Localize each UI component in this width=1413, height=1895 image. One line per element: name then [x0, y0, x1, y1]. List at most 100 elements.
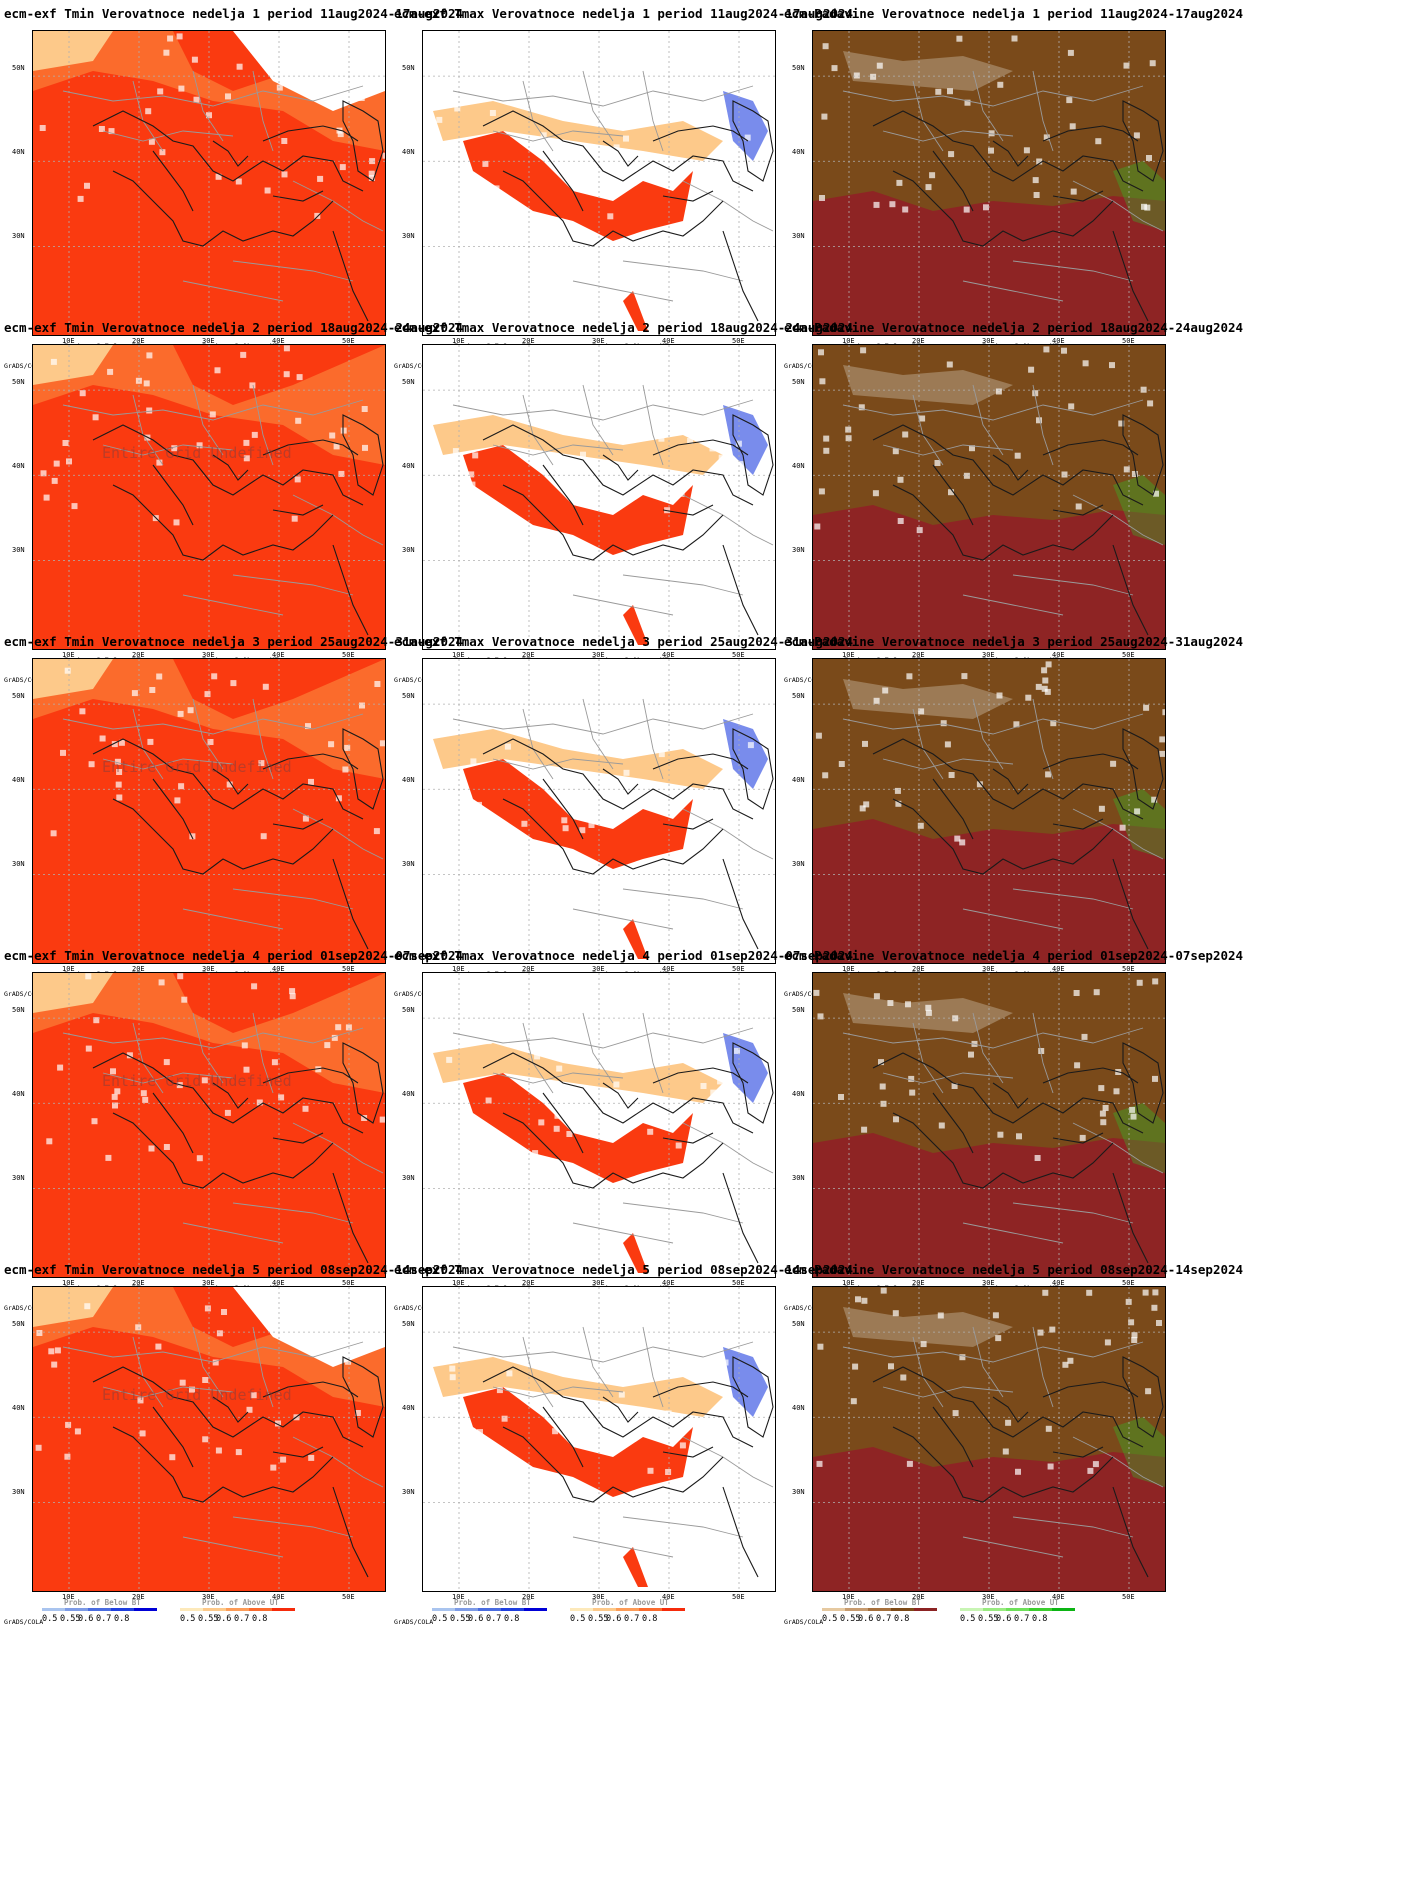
x-axis-label: 40E: [272, 1279, 285, 1287]
colorbar-tick: 0.7: [96, 1614, 112, 1624]
coastline: [602, 454, 639, 481]
country-border: [962, 280, 1064, 302]
country-border: [572, 1222, 674, 1244]
grid-speckle: [756, 402, 762, 409]
undefined-grid-note: Entire Grid Undefined: [102, 1072, 292, 1090]
grid-speckle: [196, 442, 203, 449]
grid-speckle: [461, 81, 467, 88]
grid-speckle: [354, 1410, 361, 1416]
grid-speckle: [706, 704, 713, 711]
grid-speckle: [1011, 35, 1018, 42]
grid-speckle: [179, 1379, 186, 1386]
grid-speckle: [225, 93, 231, 100]
grid-speckle: [48, 1348, 55, 1355]
coastline: [602, 768, 639, 795]
grid-speckle: [956, 35, 963, 42]
grid-speckle: [464, 1468, 471, 1475]
grid-speckle: [896, 179, 903, 186]
grid-speckle: [359, 702, 365, 709]
fill-field: [33, 345, 113, 385]
grid-speckle: [1140, 386, 1147, 393]
grid-speckle: [1070, 188, 1077, 195]
grads-label: GrADS/COLA: [394, 1618, 434, 1626]
colorbar-swatch: [593, 1608, 616, 1611]
coastline: [112, 798, 334, 875]
x-axis-label: 30E: [982, 965, 995, 973]
country-border: [292, 1436, 384, 1488]
coastline: [502, 1426, 724, 1503]
grads-label: GrADS/COLA: [784, 362, 824, 370]
grid-speckle: [588, 822, 595, 828]
grid-speckle: [1098, 805, 1105, 812]
grid-speckle: [755, 815, 762, 821]
country-border: [882, 1386, 1014, 1398]
grid-speckle: [1025, 694, 1032, 701]
country-border: [182, 908, 284, 930]
grid-speckle: [534, 1053, 541, 1060]
grid-speckle: [258, 760, 265, 767]
grid-speckle: [485, 402, 492, 409]
grid-speckle: [760, 153, 767, 160]
country-border: [1012, 260, 1134, 282]
x-axis-label: 50E: [732, 337, 745, 345]
colorbar-title: Prob. of Above UT: [592, 1598, 669, 1607]
country-border: [452, 1341, 754, 1363]
country-border: [962, 594, 1064, 616]
colorbar-tick: 0.5: [570, 1614, 586, 1624]
panel-title: ecm-exf Tmin Verovatnoce nedelja 4 perio…: [4, 948, 464, 963]
y-axis-label: 40N: [12, 776, 25, 784]
country-border: [972, 384, 1004, 456]
grid-speckle: [521, 1010, 527, 1017]
grid-speckle: [1151, 796, 1158, 803]
grid-speckle: [653, 1107, 660, 1114]
colorbar-tick: 0.55: [60, 1614, 81, 1624]
grid-speckle: [382, 152, 385, 159]
grid-speckle: [333, 443, 340, 450]
coastline: [332, 544, 369, 636]
grid-speckle: [1043, 346, 1050, 353]
grid-speckle: [340, 427, 347, 434]
grid-speckle: [727, 393, 734, 400]
grid-speckle: [317, 56, 324, 63]
coastline: [602, 140, 639, 167]
coastline: [212, 454, 249, 481]
country-border: [882, 758, 1014, 770]
grid-speckle: [713, 1035, 720, 1042]
grid-speckle: [759, 483, 766, 490]
grads-label: GrADS/COLA: [784, 1304, 824, 1312]
grid-speckle: [599, 1013, 606, 1020]
x-axis-label: 10E: [62, 1279, 75, 1287]
coastline: [992, 1396, 1029, 1423]
map-canvas: [813, 31, 1165, 335]
coastline: [892, 1112, 1114, 1189]
grid-speckle: [36, 1330, 43, 1336]
grid-speckle: [468, 471, 475, 478]
x-axis-label: 20E: [912, 1279, 925, 1287]
map-canvas: [813, 1287, 1165, 1591]
x-axis-label: 20E: [132, 1593, 145, 1601]
coastline: [722, 230, 759, 322]
grid-speckle: [362, 444, 368, 451]
country-border: [452, 1027, 754, 1049]
map-area: [32, 658, 386, 964]
country-border: [572, 280, 674, 302]
grid-speckle: [493, 185, 500, 192]
grid-speckle: [506, 1370, 513, 1377]
grid-speckle: [532, 1150, 539, 1157]
map-panel: ecm-exf Tmin Verovatnoce nedelja 3 perio…: [4, 628, 463, 1007]
coastline: [722, 858, 759, 950]
grid-speckle: [948, 772, 955, 778]
grid-speckle: [925, 1009, 932, 1016]
fill-field: [33, 973, 113, 1013]
grid-speckle: [662, 1059, 669, 1065]
grid-speckle: [324, 1042, 331, 1049]
grid-speckle: [623, 769, 630, 776]
coastline: [652, 1067, 749, 1084]
y-axis-label: 30N: [12, 546, 25, 554]
coastline: [1052, 504, 1104, 516]
grid-speckle: [717, 1078, 724, 1085]
grid-speckle: [1066, 97, 1073, 104]
x-axis-label: 20E: [132, 965, 145, 973]
y-axis-label: 50N: [792, 692, 805, 700]
grid-speckle: [568, 1411, 575, 1418]
